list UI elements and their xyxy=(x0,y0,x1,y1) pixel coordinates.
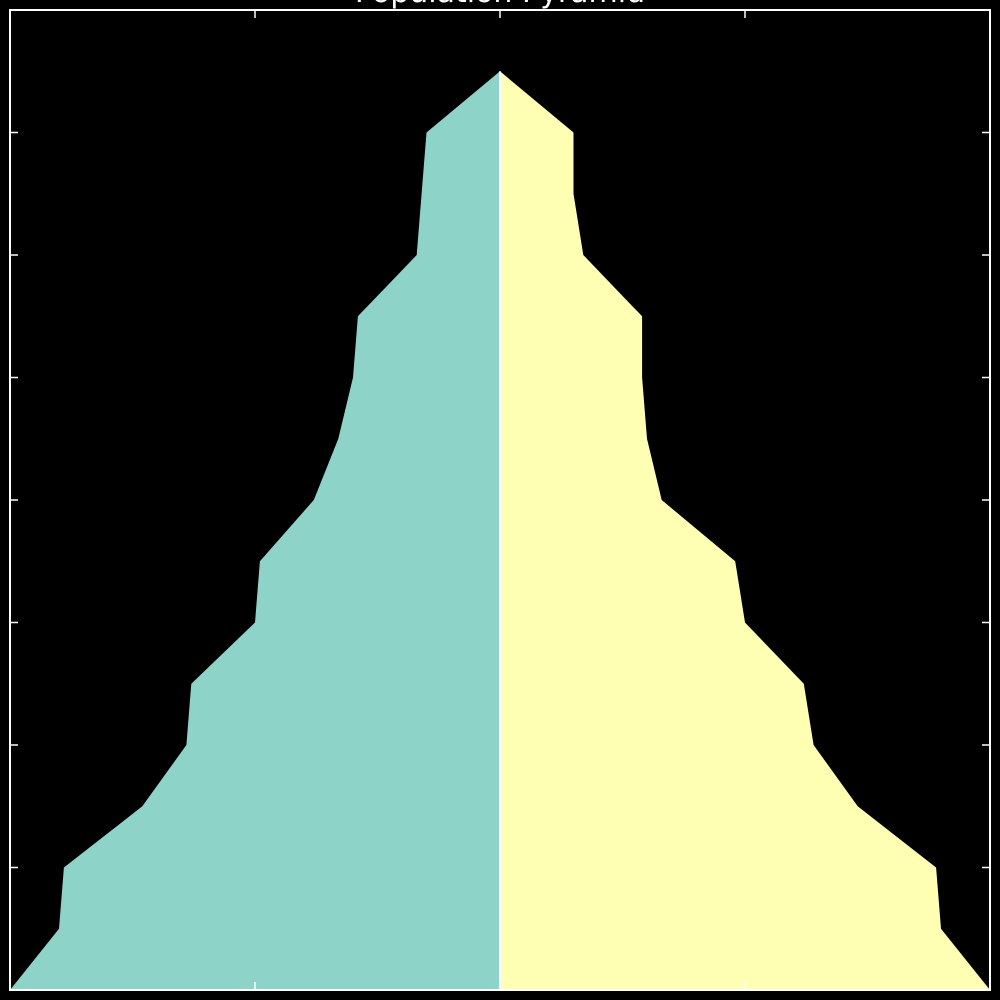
chart-title: Population Pyramid xyxy=(355,0,645,10)
tick-layer xyxy=(10,10,990,990)
plot-frame xyxy=(9,9,991,991)
area-series-left xyxy=(10,71,500,991)
area-layer xyxy=(10,71,990,991)
area-series-right xyxy=(500,71,990,991)
